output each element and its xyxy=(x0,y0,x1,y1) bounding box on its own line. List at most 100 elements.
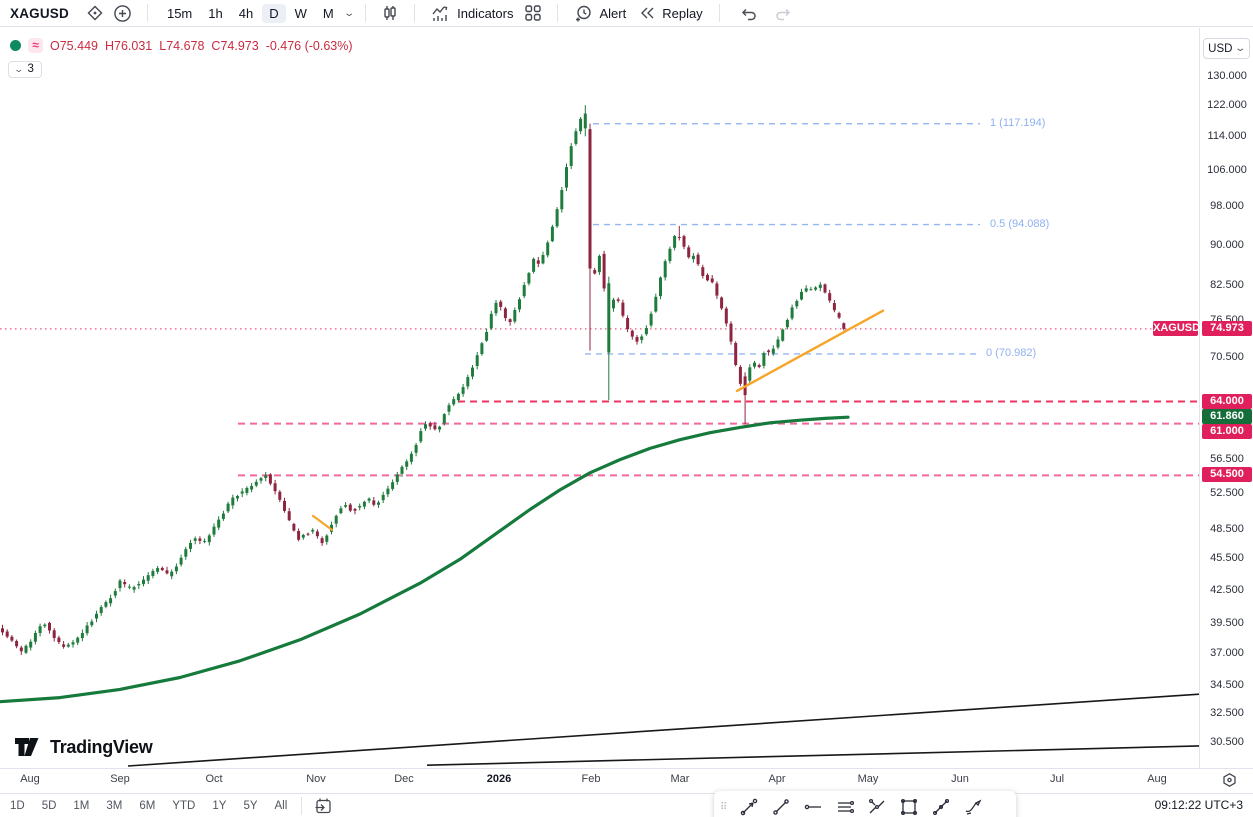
trendline-icon[interactable] xyxy=(768,795,794,817)
tradingview-logo[interactable]: TradingView xyxy=(14,735,153,760)
timeframe-D[interactable]: D xyxy=(262,3,286,23)
rectangle-tool-icon[interactable] xyxy=(896,795,922,817)
timeframe-1h[interactable]: 1h xyxy=(208,5,223,21)
orange-support-trendline[interactable] xyxy=(735,309,885,393)
polyline-tool-icon[interactable] xyxy=(928,795,954,817)
instrument-dot-icon xyxy=(10,40,21,51)
top-toolbar: XAGUSD 15m 1h 4h D W M ⌄ Indicators xyxy=(0,0,1253,27)
drag-grip-icon[interactable]: ⠿ xyxy=(720,801,729,813)
symbol-detail-icon[interactable] xyxy=(83,2,107,24)
time-axis-label-Aug: Aug xyxy=(1147,773,1167,785)
price-label: 61.000 xyxy=(1202,423,1252,439)
legend-open: O75.449 xyxy=(50,38,98,53)
range-5D[interactable]: 5D xyxy=(41,799,57,812)
moving-average-line[interactable] xyxy=(0,415,850,704)
alert-button[interactable]: Alert xyxy=(570,2,630,25)
price-axis-tick: 122.000 xyxy=(1207,99,1247,112)
indicators-button[interactable]: Indicators xyxy=(427,3,517,24)
time-axis-label-Apr: Apr xyxy=(768,773,786,785)
time-axis-label-May: May xyxy=(857,773,879,785)
redo-icon[interactable] xyxy=(770,6,796,21)
range-3M[interactable]: 3M xyxy=(106,799,123,812)
time-axis-label-Nov: Nov xyxy=(306,773,326,785)
replay-button[interactable]: Replay xyxy=(634,3,706,23)
price-axis-tick: 82.500 xyxy=(1210,278,1244,291)
range-1M[interactable]: 1M xyxy=(73,799,90,812)
alert-label: Alert xyxy=(599,5,627,21)
range-YTD[interactable]: YTD xyxy=(172,799,196,812)
tradingview-logo-icon xyxy=(15,738,39,756)
time-axis-label-2026: 2026 xyxy=(486,773,512,785)
timeframe-group: 15m 1h 4h D W M xyxy=(160,3,341,23)
candlestick-series[interactable] xyxy=(1,105,846,655)
brush-tool-icon[interactable] xyxy=(960,795,986,817)
price-chart-canvas[interactable] xyxy=(0,0,1253,792)
compare-add-icon[interactable] xyxy=(111,2,135,24)
toolbar-separator xyxy=(414,4,416,22)
range-1D[interactable]: 1D xyxy=(10,799,25,812)
chevron-down-icon: ⌄ xyxy=(1234,43,1247,54)
black-upper-trendline[interactable] xyxy=(127,693,1200,767)
fib-label-05[interactable]: 0.5 (94.088) xyxy=(990,218,1050,230)
cross-line-icon[interactable] xyxy=(864,795,890,817)
instrument-waves-icon: ≈ xyxy=(28,38,43,53)
time-axis-label-Jun: Jun xyxy=(951,773,969,785)
ohlc-legend[interactable]: ≈ O75.449 H76.031 L74.678 C74.973 -0.476… xyxy=(10,38,353,53)
black-lower-trendline[interactable] xyxy=(426,745,1200,766)
legend-high: H76.031 xyxy=(104,38,153,53)
time-axis-label-Mar: Mar xyxy=(670,773,690,785)
time-axis[interactable]: Aug Sep Oct Nov Dec 2026 Feb Mar Apr May Jun Jul Aug xyxy=(0,768,1253,794)
parallel-channel-icon[interactable] xyxy=(832,795,858,817)
range-1Y[interactable]: 1Y xyxy=(212,799,227,812)
currency-selector[interactable]: USD ⌄ xyxy=(1203,38,1250,59)
candle-style-icon[interactable] xyxy=(378,2,402,24)
price-axis-tick: 34.500 xyxy=(1210,679,1244,692)
range-6M[interactable]: 6M xyxy=(139,799,156,812)
price-axis-tick: 90.000 xyxy=(1210,238,1244,251)
axis-settings-gear-icon[interactable] xyxy=(1221,772,1238,789)
price-axis-tick: 42.500 xyxy=(1210,583,1244,596)
price-axis-tick: 114.000 xyxy=(1207,130,1247,143)
goto-date-button[interactable] xyxy=(301,796,333,815)
fib-label-1[interactable]: 1 (117.194) xyxy=(990,117,1046,129)
indicator-collapse-pill[interactable]: ⌄ 3 xyxy=(8,61,42,78)
legend-change: -0.476 (-0.63%) xyxy=(265,38,353,53)
range-group: 1D 5D 1M 3M 6M YTD 1Y 5Y All xyxy=(10,800,287,812)
layout-grid-icon[interactable] xyxy=(521,2,545,24)
range-All[interactable]: All xyxy=(274,799,288,812)
range-5Y[interactable]: 5Y xyxy=(243,799,258,812)
drawing-toolbar: ⠿ xyxy=(714,791,1016,817)
price-axis-tick: 70.500 xyxy=(1210,351,1244,364)
price-label: 64.000 xyxy=(1202,393,1252,409)
undo-icon[interactable] xyxy=(732,6,766,21)
fib-label-0[interactable]: 0 (70.982) xyxy=(986,347,1037,359)
timeframe-15m[interactable]: 15m xyxy=(166,5,193,21)
legend-low: L74.678 xyxy=(159,38,205,53)
timeframe-W[interactable]: W xyxy=(294,5,307,21)
price-axis-tick: 52.500 xyxy=(1210,486,1244,499)
horizontal-ray-icon[interactable] xyxy=(800,795,826,817)
price-axis-tick: 130.000 xyxy=(1207,70,1247,82)
toolbar-separator xyxy=(365,4,367,22)
toolbar-separator xyxy=(146,4,148,22)
price-axis-tick: 30.500 xyxy=(1210,736,1244,749)
timeframe-4h[interactable]: 4h xyxy=(238,5,254,21)
clock-display[interactable]: 09:12:22 UTC+3 xyxy=(1154,798,1243,812)
timeframe-chevron-down-icon[interactable]: ⌄ xyxy=(343,7,355,19)
orange-minor-trendline[interactable] xyxy=(311,514,334,531)
tradingview-logo-text: TradingView xyxy=(50,737,153,757)
arrow-trendline-icon[interactable] xyxy=(736,795,762,817)
price-label: 61.860 xyxy=(1202,408,1252,424)
time-axis-label-Aug: Aug xyxy=(20,773,40,785)
price-axis[interactable]: USD ⌄ 130.000 122.000 114.000 106.000 98.000… xyxy=(1199,28,1253,768)
price-axis-tick: 106.000 xyxy=(1207,163,1247,176)
indicator-count: 3 xyxy=(27,63,34,75)
symbol-button[interactable]: XAGUSD xyxy=(10,5,69,21)
price-axis-tick: 98.000 xyxy=(1210,199,1244,212)
current-price-symbol-label: XAGUSD xyxy=(1153,321,1201,337)
timeframe-M[interactable]: M xyxy=(322,5,334,21)
price-axis-tick: 39.500 xyxy=(1210,617,1244,630)
time-axis-label-Oct: Oct xyxy=(205,773,223,785)
time-axis-label-Feb: Feb xyxy=(581,773,601,785)
